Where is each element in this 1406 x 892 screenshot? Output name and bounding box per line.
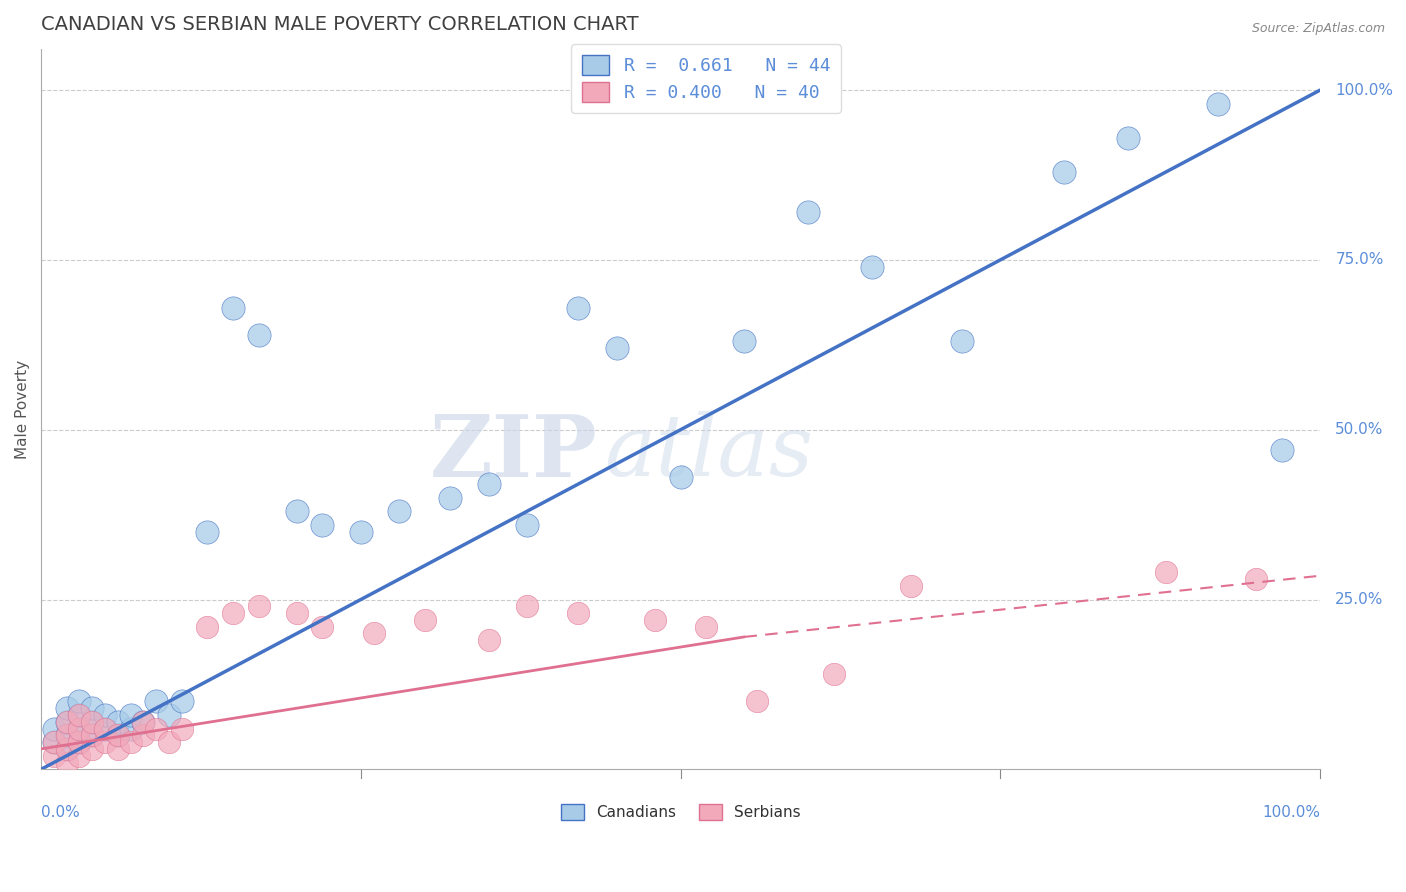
Point bbox=[120, 735, 142, 749]
Point bbox=[82, 701, 104, 715]
Point bbox=[132, 728, 155, 742]
Point bbox=[94, 722, 117, 736]
Point bbox=[439, 491, 461, 505]
Text: Source: ZipAtlas.com: Source: ZipAtlas.com bbox=[1251, 22, 1385, 36]
Point bbox=[94, 722, 117, 736]
Point bbox=[606, 341, 628, 355]
Point bbox=[82, 728, 104, 742]
Point bbox=[94, 708, 117, 723]
Point bbox=[42, 735, 65, 749]
Text: ZIP: ZIP bbox=[430, 410, 598, 494]
Point bbox=[145, 722, 167, 736]
Point bbox=[733, 334, 755, 349]
Text: 75.0%: 75.0% bbox=[1336, 252, 1384, 268]
Point bbox=[55, 756, 77, 770]
Point bbox=[285, 504, 308, 518]
Point bbox=[1156, 566, 1178, 580]
Point bbox=[132, 714, 155, 729]
Point bbox=[644, 613, 666, 627]
Point bbox=[195, 620, 218, 634]
Point bbox=[69, 735, 91, 749]
Point bbox=[145, 694, 167, 708]
Point bbox=[69, 722, 91, 736]
Point bbox=[363, 626, 385, 640]
Point bbox=[82, 714, 104, 729]
Point bbox=[567, 606, 589, 620]
Point bbox=[42, 748, 65, 763]
Point bbox=[247, 327, 270, 342]
Point bbox=[222, 606, 245, 620]
Point bbox=[247, 599, 270, 614]
Text: 100.0%: 100.0% bbox=[1336, 83, 1393, 98]
Point bbox=[860, 260, 883, 274]
Point bbox=[55, 701, 77, 715]
Point bbox=[669, 470, 692, 484]
Point bbox=[120, 708, 142, 723]
Point bbox=[388, 504, 411, 518]
Point bbox=[478, 477, 501, 491]
Point bbox=[55, 742, 77, 756]
Point bbox=[1244, 572, 1267, 586]
Text: 25.0%: 25.0% bbox=[1336, 592, 1384, 607]
Text: CANADIAN VS SERBIAN MALE POVERTY CORRELATION CHART: CANADIAN VS SERBIAN MALE POVERTY CORRELA… bbox=[41, 15, 638, 34]
Point bbox=[82, 742, 104, 756]
Text: 0.0%: 0.0% bbox=[41, 805, 80, 821]
Point bbox=[285, 606, 308, 620]
Point bbox=[695, 620, 717, 634]
Point bbox=[69, 708, 91, 723]
Point bbox=[69, 748, 91, 763]
Point bbox=[567, 301, 589, 315]
Point bbox=[107, 728, 129, 742]
Point bbox=[900, 579, 922, 593]
Point bbox=[107, 728, 129, 742]
Point bbox=[1206, 96, 1229, 111]
Point bbox=[55, 728, 77, 742]
Point bbox=[69, 722, 91, 736]
Point bbox=[55, 728, 77, 742]
Point bbox=[311, 620, 333, 634]
Point bbox=[311, 517, 333, 532]
Point bbox=[42, 735, 65, 749]
Point bbox=[350, 524, 373, 539]
Point bbox=[42, 722, 65, 736]
Point bbox=[157, 735, 180, 749]
Point bbox=[107, 714, 129, 729]
Point bbox=[55, 742, 77, 756]
Point bbox=[82, 728, 104, 742]
Point bbox=[170, 694, 193, 708]
Point bbox=[69, 694, 91, 708]
Point bbox=[55, 714, 77, 729]
Point bbox=[69, 735, 91, 749]
Point bbox=[82, 714, 104, 729]
Point bbox=[222, 301, 245, 315]
Point bbox=[1270, 443, 1292, 458]
Point bbox=[413, 613, 436, 627]
Point bbox=[157, 708, 180, 723]
Point bbox=[747, 694, 769, 708]
Point bbox=[120, 722, 142, 736]
Point bbox=[55, 714, 77, 729]
Point bbox=[195, 524, 218, 539]
Point bbox=[69, 708, 91, 723]
Point bbox=[797, 205, 820, 219]
Y-axis label: Male Poverty: Male Poverty bbox=[15, 359, 30, 459]
Point bbox=[516, 599, 538, 614]
Point bbox=[170, 722, 193, 736]
Point bbox=[132, 714, 155, 729]
Point bbox=[107, 742, 129, 756]
Legend: Canadians, Serbians: Canadians, Serbians bbox=[554, 797, 807, 827]
Point bbox=[950, 334, 973, 349]
Text: atlas: atlas bbox=[603, 411, 813, 494]
Point bbox=[823, 667, 845, 681]
Point bbox=[1116, 130, 1139, 145]
Point bbox=[478, 633, 501, 648]
Point bbox=[516, 517, 538, 532]
Text: 100.0%: 100.0% bbox=[1263, 805, 1320, 821]
Point bbox=[1053, 164, 1076, 178]
Point bbox=[94, 735, 117, 749]
Text: 50.0%: 50.0% bbox=[1336, 422, 1384, 437]
